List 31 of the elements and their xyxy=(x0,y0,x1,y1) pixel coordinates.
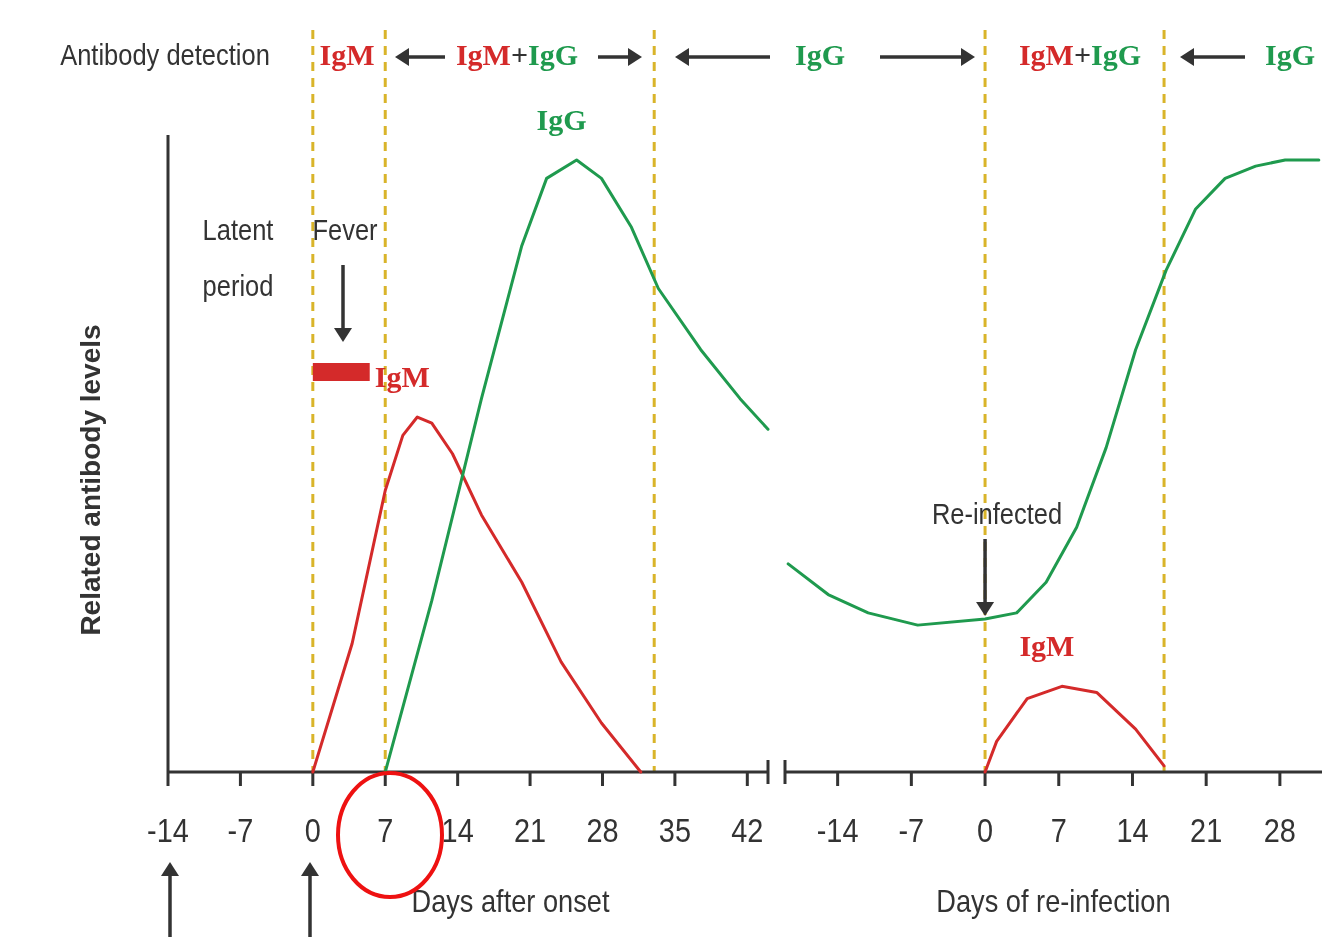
x-tick-label: 7 xyxy=(377,810,394,850)
x-axis-title: Days after onset xyxy=(411,882,611,919)
text: IgM+IgG xyxy=(455,38,579,71)
text: IgM xyxy=(319,38,375,71)
x-tick-label: 0 xyxy=(304,810,321,850)
annotation: Latent period xyxy=(202,213,274,303)
text: IgM+IgG xyxy=(1018,38,1142,71)
legend-label: IgM xyxy=(374,360,430,394)
x-tick-label: 42 xyxy=(731,810,764,850)
series-label: IgG xyxy=(536,103,587,136)
x-tick-label: 28 xyxy=(586,810,619,850)
x-tick-label: -14 xyxy=(147,810,189,850)
series-label: IgM xyxy=(1019,629,1075,663)
annotation: Fever xyxy=(312,213,378,247)
x-axis-title: Days of re-infection xyxy=(936,882,1171,919)
x-tick-label: 14 xyxy=(441,810,474,850)
text: Antibody detection xyxy=(60,38,270,72)
x-tick-label: 14 xyxy=(1116,810,1149,850)
text: IgG xyxy=(794,38,846,71)
x-tick-label: -7 xyxy=(227,810,254,850)
x-tick-label: -7 xyxy=(898,810,925,850)
x-tick-label: 21 xyxy=(514,810,547,850)
y-axis-title: Related antibody levels xyxy=(75,324,106,636)
x-tick-label: 0 xyxy=(977,810,994,850)
x-tick-label: 35 xyxy=(658,810,691,850)
x-tick-label: 7 xyxy=(1050,810,1067,850)
annotation: Re-infected xyxy=(931,497,1063,531)
text: IgG xyxy=(1264,38,1316,71)
x-tick-label: 28 xyxy=(1263,810,1296,850)
x-tick-label: 21 xyxy=(1190,810,1223,850)
x-tick-label: -14 xyxy=(816,810,859,850)
